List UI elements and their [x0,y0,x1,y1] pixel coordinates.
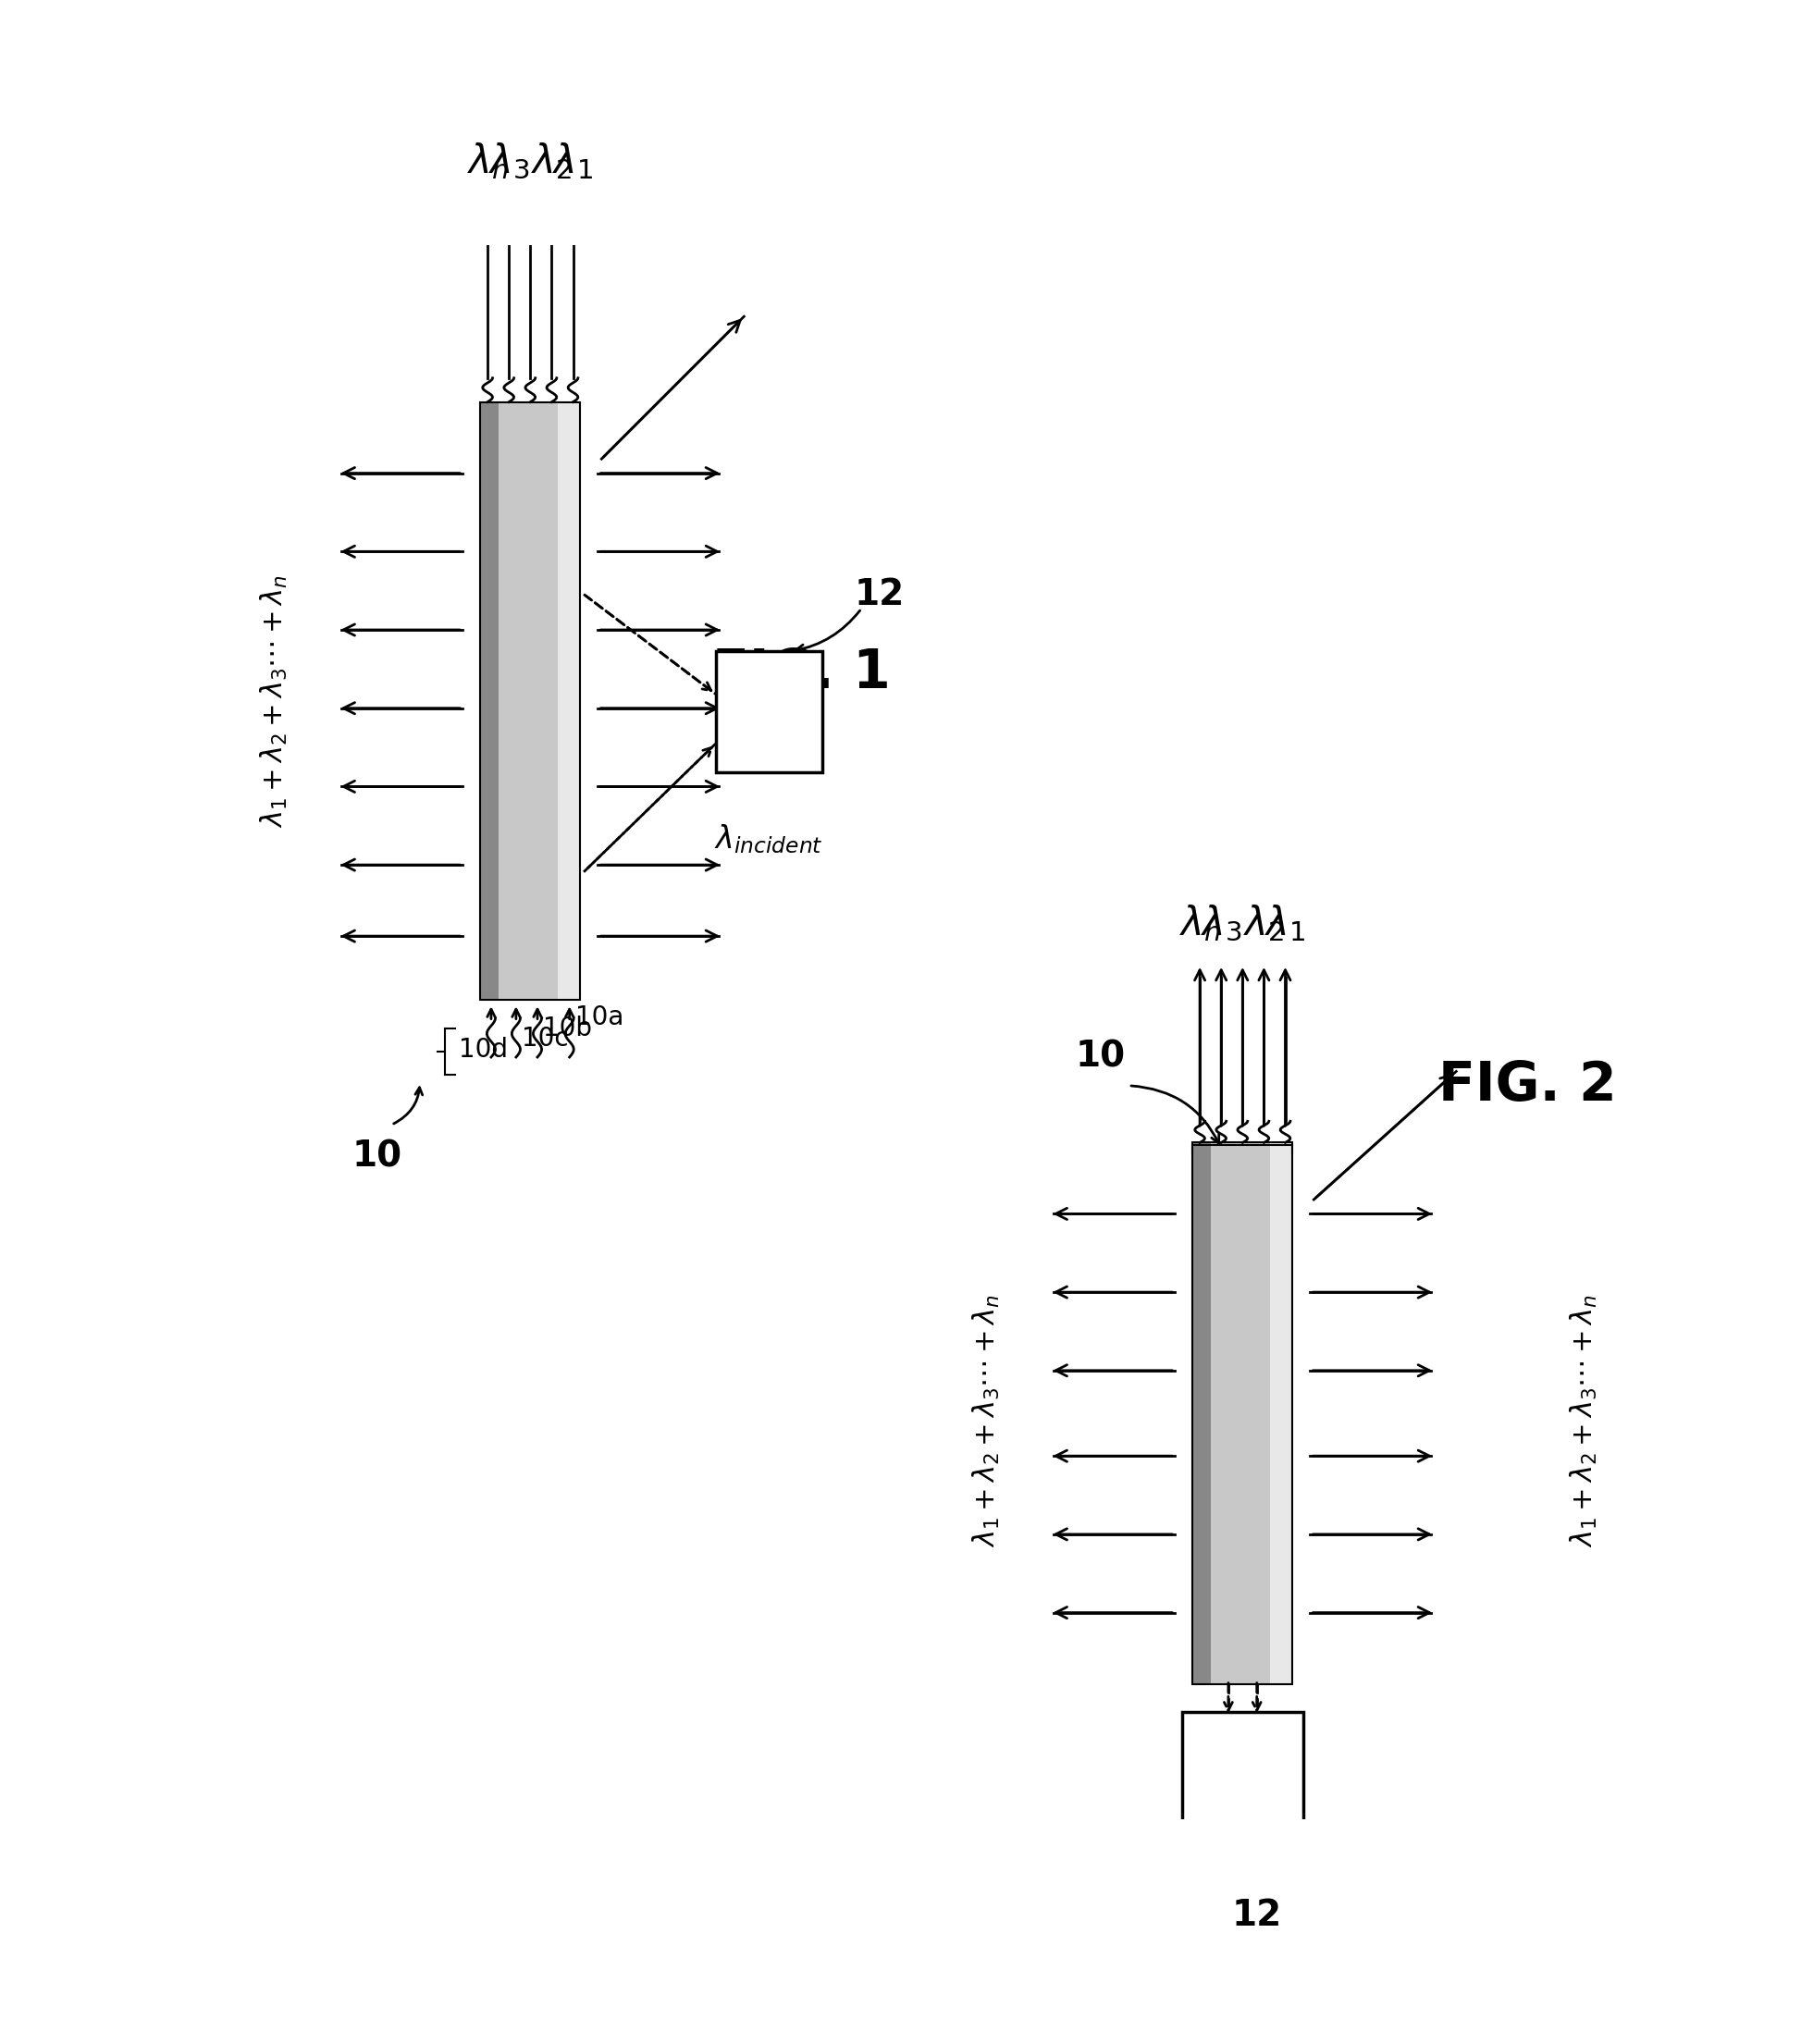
Text: $\lambda_n$: $\lambda_n$ [466,141,508,182]
Text: $\lambda_3$: $\lambda_3$ [488,141,529,182]
Bar [1193,1143,1293,1684]
Text: $\lambda_1$: $\lambda_1$ [1265,903,1305,942]
Text: $\lambda_2$: $\lambda_2$ [531,141,573,182]
Text: $\lambda_{incident}$: $\lambda_{incident}$ [714,822,823,854]
Text: $\lambda_1 + \lambda_2 + \lambda_3 \cdots + \lambda_n$: $\lambda_1 + \lambda_2 + \lambda_3 \cdot… [970,1294,1001,1547]
Bar [480,403,580,1000]
Text: $\lambda_2$: $\lambda_2$ [1244,903,1284,942]
Bar [480,403,499,1000]
Bar [480,403,580,1000]
Text: FIG. 2: FIG. 2 [1438,1059,1617,1112]
Text: 12: 12 [854,576,905,611]
Bar [1182,1713,1304,1833]
Bar [558,403,580,1000]
Bar [1193,1143,1211,1684]
Bar [1193,1143,1293,1684]
Text: 12: 12 [1231,1897,1282,1934]
Text: 10b: 10b [544,1016,593,1040]
Text: $\lambda_1 + \lambda_2 + \lambda_3 \cdots + \lambda_n$: $\lambda_1 + \lambda_2 + \lambda_3 \cdot… [259,574,290,828]
Bar [716,652,823,773]
Text: FIG. 1: FIG. 1 [713,646,890,699]
Bar [1271,1143,1293,1684]
Text: $\lambda_3$: $\lambda_3$ [1200,903,1242,942]
Text: 10: 10 [352,1139,402,1173]
Text: $\lambda_1 + \lambda_2 + \lambda_3 \cdots + \lambda_n$: $\lambda_1 + \lambda_2 + \lambda_3 \cdot… [1568,1294,1599,1547]
Text: 10a: 10a [575,1006,624,1030]
Text: 10c: 10c [522,1026,569,1053]
Text: 10: 10 [1075,1040,1126,1075]
Text: 10d: 10d [459,1036,508,1063]
Text: $\lambda_n$: $\lambda_n$ [1178,903,1220,942]
Text: $\lambda_1$: $\lambda_1$ [553,141,593,182]
